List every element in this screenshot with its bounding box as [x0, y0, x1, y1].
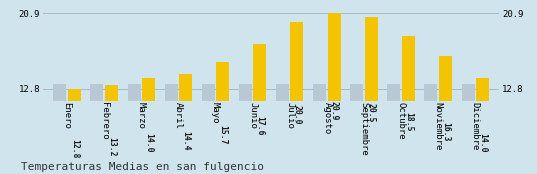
Text: 15.7: 15.7 [218, 125, 227, 145]
Bar [424, 84, 438, 174]
Bar [68, 89, 81, 174]
Bar [439, 56, 452, 174]
Bar [291, 22, 303, 174]
Bar [276, 84, 289, 174]
Text: 14.0: 14.0 [478, 133, 487, 153]
Bar [328, 13, 340, 174]
Bar [365, 17, 378, 174]
Text: 16.3: 16.3 [441, 122, 450, 142]
Text: 14.4: 14.4 [181, 131, 190, 151]
Text: 20.5: 20.5 [367, 103, 376, 122]
Bar [90, 84, 104, 174]
Bar [128, 84, 141, 174]
Text: 14.0: 14.0 [144, 133, 153, 153]
Bar [165, 84, 178, 174]
Text: 12.8: 12.8 [70, 139, 79, 158]
Bar [350, 84, 363, 174]
Bar [202, 84, 215, 174]
Bar [313, 84, 326, 174]
Text: 18.5: 18.5 [404, 112, 413, 132]
Text: 13.2: 13.2 [107, 137, 116, 156]
Bar [462, 84, 475, 174]
Text: 17.6: 17.6 [256, 116, 264, 136]
Bar [476, 78, 489, 174]
Bar [53, 84, 67, 174]
Bar [216, 62, 229, 174]
Bar [142, 78, 155, 174]
Bar [239, 84, 252, 174]
Bar [179, 74, 192, 174]
Text: 20.9: 20.9 [330, 101, 339, 120]
Text: 20.0: 20.0 [293, 105, 301, 125]
Bar [105, 85, 118, 174]
Bar [387, 84, 400, 174]
Bar [402, 36, 415, 174]
Bar [253, 44, 266, 174]
Text: Temperaturas Medias en san fulgencio: Temperaturas Medias en san fulgencio [21, 162, 265, 172]
